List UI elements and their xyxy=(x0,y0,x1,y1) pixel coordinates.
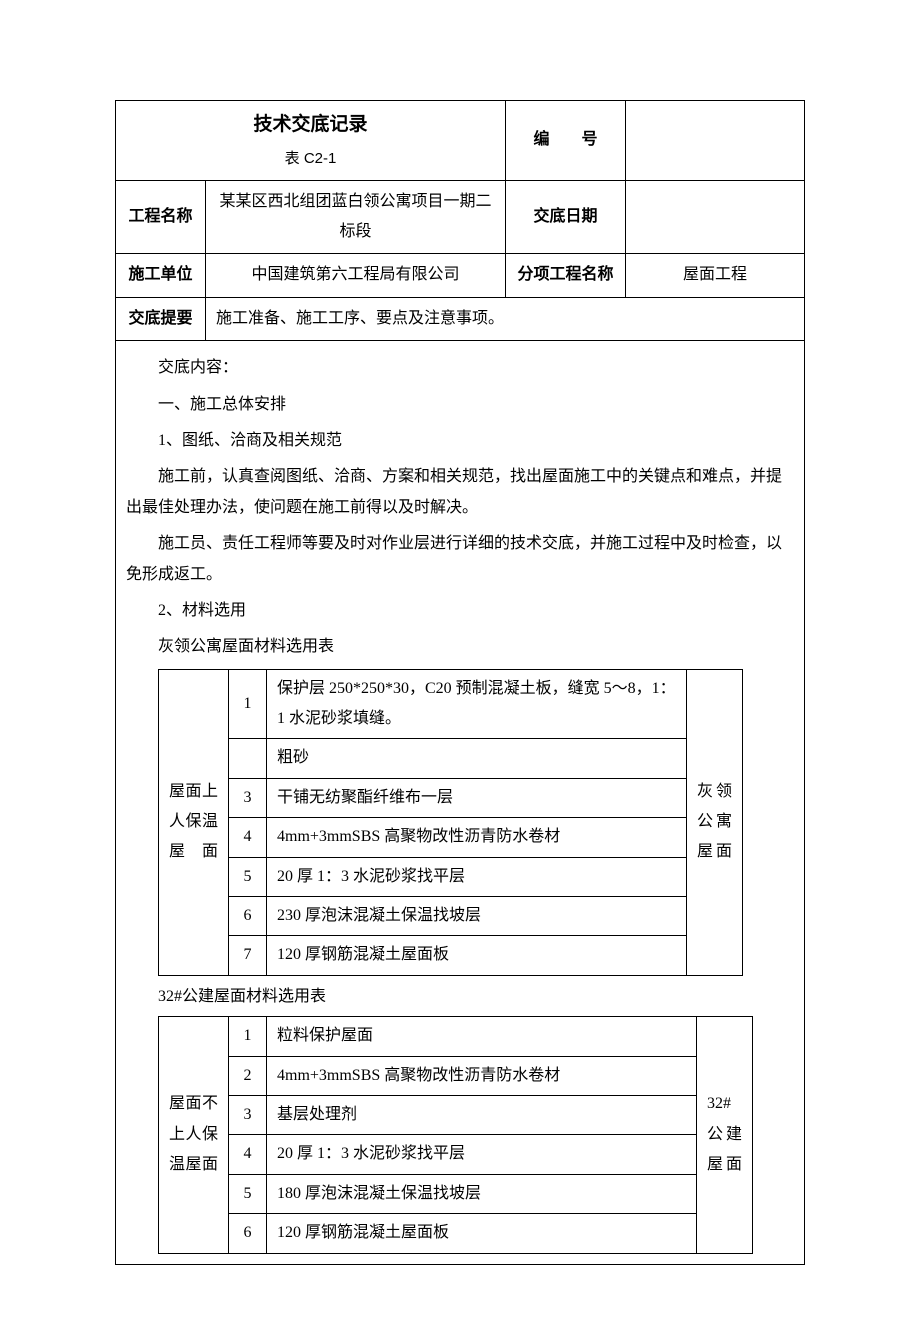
table-row: 屋面上人保温屋面 1 保护层 250*250*30，C20 预制混凝土板，缝宽 … xyxy=(159,669,743,739)
t1-d6: 120 厚钢筋混凝土屋面板 xyxy=(267,936,687,975)
t1-n5: 6 xyxy=(229,897,267,936)
body-p3: 施工前，认真查阅图纸、洽商、方案和相关规范，找出屋面施工中的关键点和难点，并提出… xyxy=(126,462,794,523)
title-cell: 技术交底记录 表 C2-1 xyxy=(116,101,506,181)
t2-n3: 4 xyxy=(229,1135,267,1174)
doc-subtitle: 表 C2-1 xyxy=(126,145,495,174)
table-row: 粗砂 xyxy=(159,739,743,778)
disclosure-date-value xyxy=(626,180,805,254)
t1-d1: 粗砂 xyxy=(267,739,687,778)
serial-label: 编 号 xyxy=(506,101,626,181)
title-row: 技术交底记录 表 C2-1 编 号 xyxy=(116,101,805,181)
table-row: 6 230 厚泡沫混凝土保温找坡层 xyxy=(159,897,743,936)
doc-title: 技术交底记录 xyxy=(126,107,495,143)
t2-n4: 5 xyxy=(229,1174,267,1213)
t1-d4: 20 厚 1：3 水泥砂浆找平层 xyxy=(267,857,687,896)
table-row: 3 干铺无纺聚酯纤维布一层 xyxy=(159,778,743,817)
serial-value xyxy=(626,101,805,181)
t2-d0: 粒料保护屋面 xyxy=(267,1017,697,1056)
table-row: 5 20 厚 1：3 水泥砂浆找平层 xyxy=(159,857,743,896)
contractor-value: 中国建筑第六工程局有限公司 xyxy=(206,254,506,297)
t1-n4: 5 xyxy=(229,857,267,896)
subproject-value: 屋面工程 xyxy=(626,254,805,297)
t2-n0: 1 xyxy=(229,1017,267,1056)
t2-n2: 3 xyxy=(229,1095,267,1134)
content-cell: 交底内容： 一、施工总体安排 1、图纸、洽商及相关规范 施工前，认真查阅图纸、洽… xyxy=(116,341,805,1264)
body-p1: 一、施工总体安排 xyxy=(126,390,794,420)
t2-left: 屋面不上人保温屋面 xyxy=(159,1017,229,1253)
subproject-label: 分项工程名称 xyxy=(506,254,626,297)
body-p6: 灰领公寓屋面材料选用表 xyxy=(126,632,794,662)
t2-right: 32# 公建屋面 xyxy=(697,1017,753,1253)
project-name-value: 某某区西北组团蓝白领公寓项目一期二标段 xyxy=(206,180,506,254)
page: 技术交底记录 表 C2-1 编 号 工程名称 某某区西北组团蓝白领公寓项目一期二… xyxy=(0,0,920,1325)
body-p5: 2、材料选用 xyxy=(126,596,794,626)
t2-n5: 6 xyxy=(229,1214,267,1253)
t2-n1: 2 xyxy=(229,1056,267,1095)
table-row: 4 20 厚 1：3 水泥砂浆找平层 xyxy=(159,1135,753,1174)
contractor-label: 施工单位 xyxy=(116,254,206,297)
table-row: 4 4mm+3mmSBS 高聚物改性沥青防水卷材 xyxy=(159,818,743,857)
t1-n1 xyxy=(229,739,267,778)
summary-row: 交底提要 施工准备、施工工序、要点及注意事项。 xyxy=(116,297,805,340)
project-name-label: 工程名称 xyxy=(116,180,206,254)
t2-d4: 180 厚泡沫混凝土保温找坡层 xyxy=(267,1174,697,1213)
content-row: 交底内容： 一、施工总体安排 1、图纸、洽商及相关规范 施工前，认真查阅图纸、洽… xyxy=(116,341,805,1264)
t2-d1: 4mm+3mmSBS 高聚物改性沥青防水卷材 xyxy=(267,1056,697,1095)
header-row-2: 施工单位 中国建筑第六工程局有限公司 分项工程名称 屋面工程 xyxy=(116,254,805,297)
material-table-1-body: 屋面上人保温屋面 1 保护层 250*250*30，C20 预制混凝土板，缝宽 … xyxy=(159,669,743,975)
t1-d0: 保护层 250*250*30，C20 预制混凝土板，缝宽 5～8，1：1 水泥砂… xyxy=(267,669,687,739)
body-p7: 32#公建屋面材料选用表 xyxy=(126,982,794,1012)
t1-d5: 230 厚泡沫混凝土保温找坡层 xyxy=(267,897,687,936)
body-p0: 交底内容： xyxy=(126,353,794,383)
t1-d3: 4mm+3mmSBS 高聚物改性沥青防水卷材 xyxy=(267,818,687,857)
t1-n6: 7 xyxy=(229,936,267,975)
body-p4: 施工员、责任工程师等要及时对作业层进行详细的技术交底，并施工过程中及时检查，以免… xyxy=(126,529,794,590)
table-row: 5 180 厚泡沫混凝土保温找坡层 xyxy=(159,1174,753,1213)
t1-d2: 干铺无纺聚酯纤维布一层 xyxy=(267,778,687,817)
t1-n2: 3 xyxy=(229,778,267,817)
material-table-2-body: 屋面不上人保温屋面 1 粒料保护屋面 32# 公建屋面 2 4mm+3mmSBS… xyxy=(159,1017,753,1253)
body-p2: 1、图纸、洽商及相关规范 xyxy=(126,426,794,456)
header-table: 技术交底记录 表 C2-1 编 号 工程名称 某某区西北组团蓝白领公寓项目一期二… xyxy=(115,100,805,1265)
material-table-2: 屋面不上人保温屋面 1 粒料保护屋面 32# 公建屋面 2 4mm+3mmSBS… xyxy=(158,1016,753,1253)
material-table-1: 屋面上人保温屋面 1 保护层 250*250*30，C20 预制混凝土板，缝宽 … xyxy=(158,669,743,976)
t1-n3: 4 xyxy=(229,818,267,857)
summary-label: 交底提要 xyxy=(116,297,206,340)
t2-d5: 120 厚钢筋混凝土屋面板 xyxy=(267,1214,697,1253)
header-row-1: 工程名称 某某区西北组团蓝白领公寓项目一期二标段 交底日期 xyxy=(116,180,805,254)
t1-right: 灰领公寓屋面 xyxy=(687,669,743,975)
t2-d2: 基层处理剂 xyxy=(267,1095,697,1134)
t2-d3: 20 厚 1：3 水泥砂浆找平层 xyxy=(267,1135,697,1174)
table-row: 7 120 厚钢筋混凝土屋面板 xyxy=(159,936,743,975)
table-row: 屋面不上人保温屋面 1 粒料保护屋面 32# 公建屋面 xyxy=(159,1017,753,1056)
table-row: 6 120 厚钢筋混凝土屋面板 xyxy=(159,1214,753,1253)
t1-left: 屋面上人保温屋面 xyxy=(159,669,229,975)
disclosure-date-label: 交底日期 xyxy=(506,180,626,254)
table-row: 3 基层处理剂 xyxy=(159,1095,753,1134)
summary-value: 施工准备、施工工序、要点及注意事项。 xyxy=(206,297,805,340)
table-row: 2 4mm+3mmSBS 高聚物改性沥青防水卷材 xyxy=(159,1056,753,1095)
t1-n0: 1 xyxy=(229,669,267,739)
